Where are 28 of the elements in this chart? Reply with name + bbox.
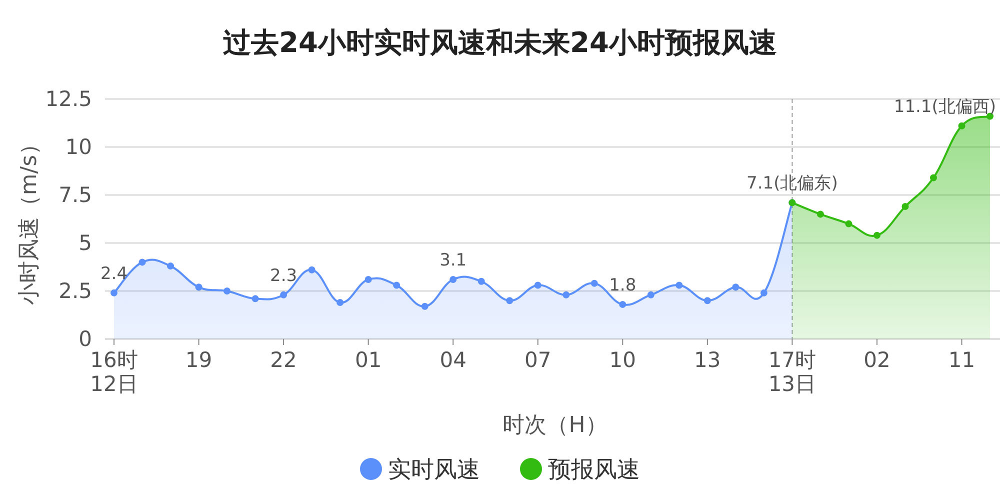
y-tick-label: 12.5	[45, 87, 92, 111]
data-label: 2.4	[100, 264, 128, 284]
x-tick-label: 10	[609, 348, 636, 372]
y-tick-label: 5	[78, 231, 92, 255]
x-tick-label: 07	[524, 348, 552, 372]
data-label: 11.1(北偏西)	[894, 96, 996, 117]
data-label: 3.1	[440, 250, 467, 270]
legend-label: 实时风速	[388, 457, 480, 483]
y-tick-label: 2.5	[58, 279, 92, 303]
x-tick-label: 11	[948, 348, 976, 372]
y-axis-title: 小时风速（m/s）	[17, 132, 42, 306]
x-tick-label: 16时 12日	[90, 348, 138, 396]
legend-label: 预报风速	[548, 457, 640, 483]
x-tick-label: 19	[185, 348, 212, 372]
x-axis-title: 时次（H）	[502, 413, 608, 438]
data-label: 1.8	[609, 275, 636, 296]
x-tick-label: 04	[440, 348, 466, 372]
x-tick-label: 13	[694, 348, 721, 372]
x-tick-label: 01	[354, 348, 382, 372]
chart-title: 过去24小时实时风速和未来24小时预报风速	[222, 26, 777, 59]
y-tick-label: 7.5	[58, 183, 92, 207]
x-tick-label: 02	[864, 348, 890, 372]
data-label: 7.1(北偏东)	[746, 174, 838, 194]
data-label: 2.3	[270, 266, 298, 286]
x-tick-label: 22	[270, 348, 297, 372]
y-tick-label: 0	[78, 327, 92, 351]
x-tick-label: 17时 13日	[768, 348, 816, 396]
y-tick-label: 10	[65, 135, 92, 159]
